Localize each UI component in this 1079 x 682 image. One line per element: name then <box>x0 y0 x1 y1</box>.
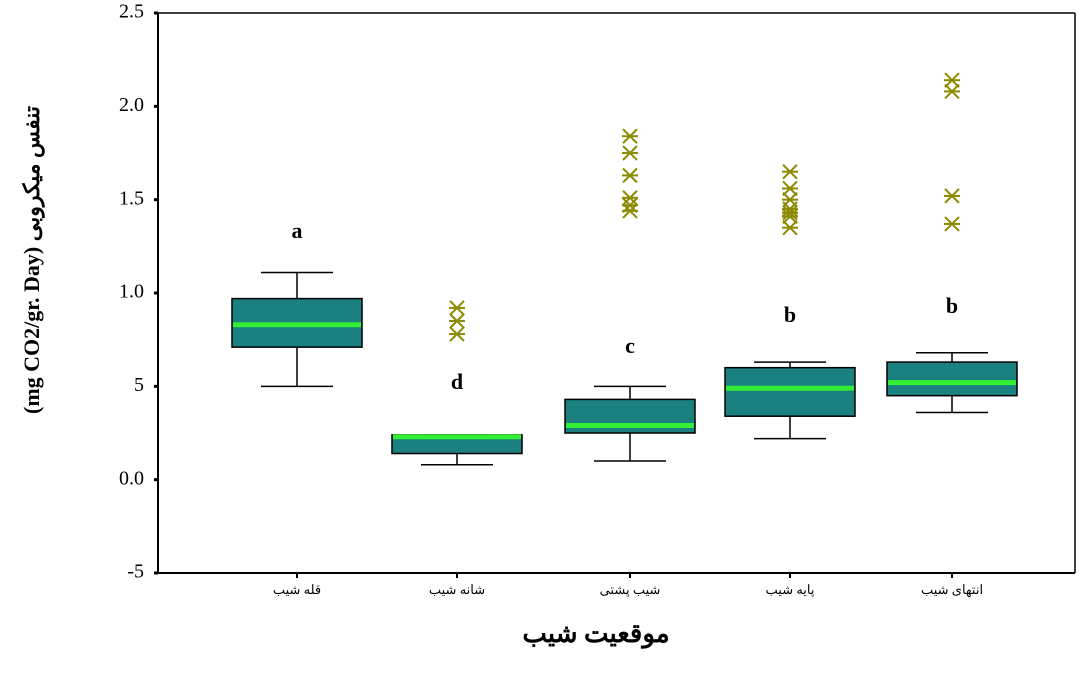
y-tick-label: -5 <box>127 561 144 583</box>
outlier <box>944 188 960 204</box>
y-tick-label: 2.5 <box>119 1 144 23</box>
group-label: d <box>451 369 463 394</box>
outlier <box>944 72 960 88</box>
x-tick-label: شانه شیب <box>429 582 485 597</box>
x-axis-label: موقعیت شیب <box>522 619 669 649</box>
outlier <box>782 163 798 180</box>
box <box>886 361 1018 397</box>
outlier <box>622 167 638 184</box>
outlier <box>782 219 798 236</box>
outlier <box>782 208 798 225</box>
outlier <box>449 326 465 342</box>
x-tick-label: قله شیب <box>273 582 321 597</box>
x-tick-label: انتهای شیب <box>921 582 983 598</box>
y-axis-label: (mg CO2/gr. Day) تنفس میکروبی <box>19 106 45 414</box>
group-label: b <box>946 293 958 318</box>
y-tick-label: 2.0 <box>119 94 144 116</box>
outlier <box>622 190 638 206</box>
y-tick-label: 1.0 <box>119 281 144 303</box>
outlier <box>782 180 798 197</box>
outlier <box>944 83 960 100</box>
x-tick-label: پایه شیب <box>766 582 815 598</box>
group-label: a <box>292 218 303 243</box>
group-label: b <box>784 302 796 327</box>
outlier <box>622 203 638 219</box>
y-tick-label: 1.5 <box>119 187 144 209</box>
group-label: c <box>625 333 635 358</box>
y-tick-label: 5 <box>134 374 144 396</box>
x-tick-label: شیب پشتی <box>600 582 661 598</box>
box <box>724 366 856 417</box>
y-tick-label: 0.0 <box>119 467 144 489</box>
outlier <box>449 313 465 329</box>
outlier <box>622 145 638 161</box>
outlier <box>449 300 465 316</box>
outlier <box>622 128 638 144</box>
outlier <box>944 216 960 232</box>
